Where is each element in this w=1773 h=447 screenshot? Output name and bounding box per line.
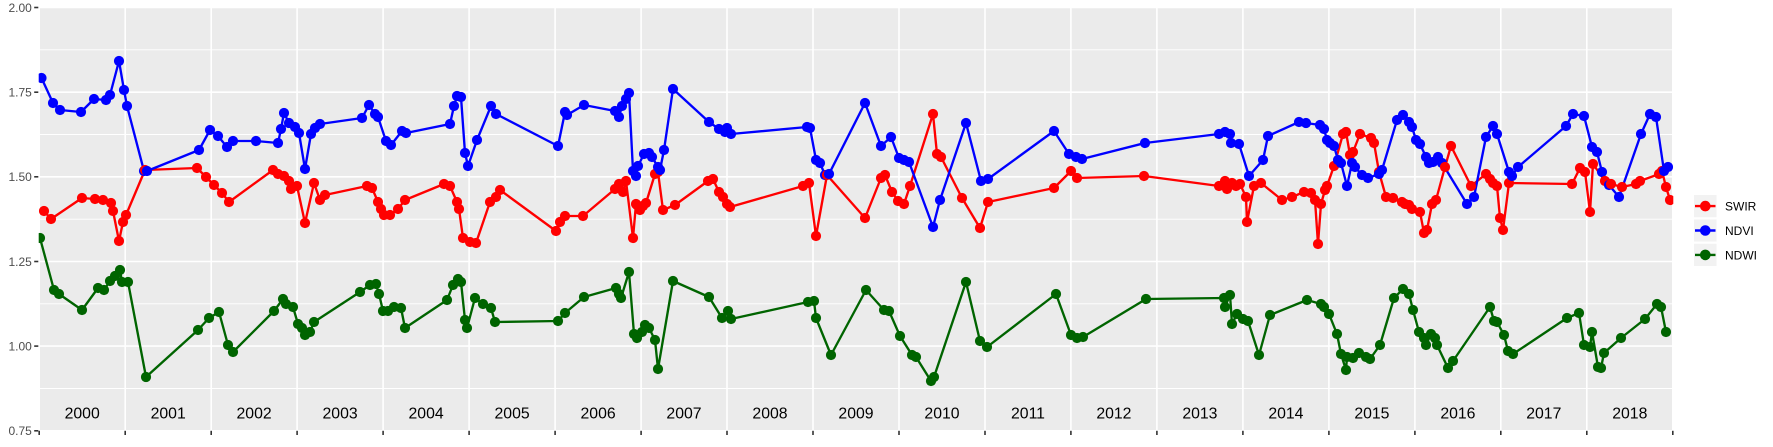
svg-text:2017: 2017	[1526, 406, 1561, 423]
svg-text:NDVI: NDVI	[1725, 224, 1754, 238]
svg-text:1.25: 1.25	[8, 255, 32, 269]
svg-text:2009: 2009	[838, 406, 873, 423]
svg-text:0.75: 0.75	[8, 424, 32, 438]
svg-text:2008: 2008	[752, 406, 787, 423]
svg-text:2007: 2007	[666, 406, 701, 423]
svg-text:2013: 2013	[1182, 406, 1217, 423]
svg-text:2012: 2012	[1096, 406, 1131, 423]
svg-text:1.75: 1.75	[8, 86, 32, 100]
svg-text:2003: 2003	[323, 406, 358, 423]
svg-text:2015: 2015	[1354, 406, 1389, 423]
svg-text:2.00: 2.00	[8, 1, 32, 15]
svg-text:2000: 2000	[65, 406, 100, 423]
svg-text:2002: 2002	[237, 406, 272, 423]
svg-text:2005: 2005	[495, 406, 530, 423]
svg-text:2006: 2006	[581, 406, 616, 423]
svg-text:2011: 2011	[1011, 406, 1045, 423]
svg-text:SWIR: SWIR	[1725, 200, 1757, 214]
svg-text:2001: 2001	[151, 406, 186, 423]
svg-text:NDWI: NDWI	[1725, 248, 1757, 262]
svg-text:2010: 2010	[924, 406, 959, 423]
svg-text:1.00: 1.00	[8, 339, 32, 353]
svg-text:2018: 2018	[1612, 406, 1647, 423]
svg-text:2004: 2004	[409, 406, 444, 423]
svg-text:1.50: 1.50	[8, 170, 32, 184]
svg-text:2014: 2014	[1268, 406, 1303, 423]
svg-text:2016: 2016	[1440, 406, 1475, 423]
